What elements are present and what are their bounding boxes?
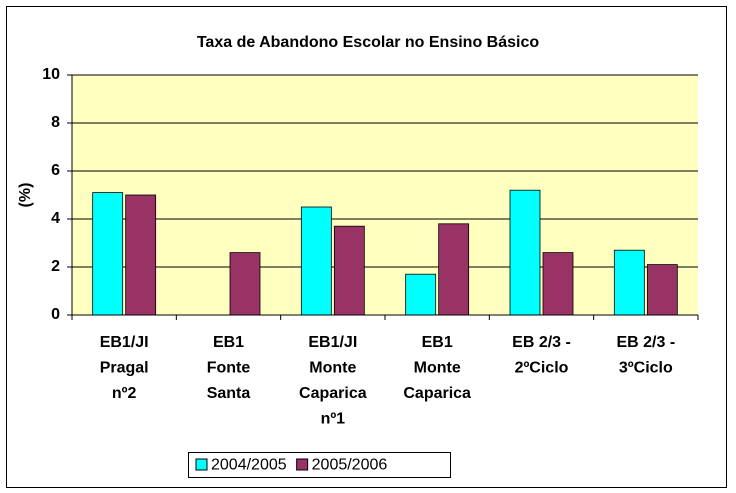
legend-label: 2004/2005 [211, 457, 287, 474]
bar [405, 273, 437, 316]
bar [92, 192, 124, 316]
bar [300, 206, 332, 316]
y-tick-label: 8 [51, 114, 60, 131]
bar [509, 189, 541, 316]
x-tick-label: EB 2/3 -2ºCiclo [512, 334, 571, 377]
legend-swatch [195, 458, 208, 471]
bar [333, 225, 365, 316]
bar [125, 194, 157, 316]
y-axis-label: (%) [17, 183, 34, 208]
bar [229, 252, 261, 316]
bar [438, 223, 470, 316]
bar [613, 249, 645, 316]
x-tick-label: EB1/JI Monte Caparica nº1 [299, 334, 367, 428]
y-tick-label: 4 [51, 210, 60, 227]
chart-title: Taxa de Abandono Escolar no Ensino Básic… [197, 34, 540, 51]
x-tick-label: EB1/JI Pragal nº2 [100, 334, 149, 402]
legend-swatch [296, 458, 309, 471]
bar [646, 264, 678, 316]
y-tick-label: 2 [51, 258, 60, 275]
legend-box [188, 452, 451, 478]
x-tick-label: EB1 Fonte Santa [207, 334, 251, 402]
legend-label: 2005/2006 [312, 457, 388, 474]
x-tick-label: EB 2/3 -3ºCiclo [616, 334, 675, 377]
x-tick-label: EB1 Monte Caparica [403, 334, 471, 402]
y-tick-label: 0 [51, 306, 60, 323]
y-tick-label: 10 [42, 66, 60, 83]
y-tick-label: 6 [51, 162, 60, 179]
bar [542, 252, 574, 316]
plot-area [72, 75, 698, 315]
